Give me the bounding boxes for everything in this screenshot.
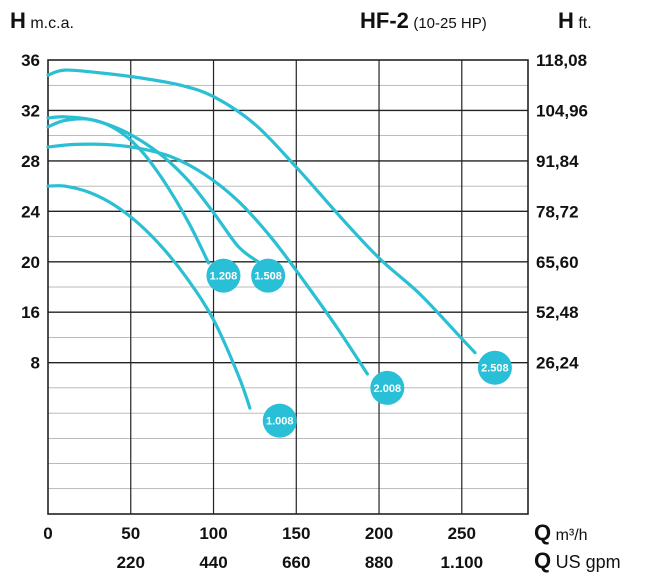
chart-title: HF-2 (10-25 HP) [360,8,487,34]
curve-label: 2.508 [481,363,509,375]
x2-tick-label: 660 [282,553,310,572]
x-axis-title-us: Q US gpm [534,548,621,574]
x-tick-label: 150 [282,524,310,543]
x-tick-label: 50 [121,524,140,543]
y2-tick-label: 26,24 [536,354,579,373]
y2-tick-label: 52,48 [536,303,579,322]
curve-badge [370,370,405,405]
right-axis-symbol: H [558,8,574,33]
x2-tick-label: 880 [365,553,393,572]
x-axis-unit-us: US gpm [555,552,621,572]
x-axis-symbol-us: Q [534,548,552,573]
chart-subtitle: (10-25 HP) [413,15,487,32]
grid [48,60,528,514]
y-axis-ticks: 36 32 28 24 20 16 8 [21,51,40,373]
curve-1.008 [46,184,252,410]
x2-tick-label: 220 [117,553,145,572]
x-tick-label: 200 [365,524,393,543]
y-tick-label: 20 [21,253,40,272]
y-tick-label: 32 [21,101,40,120]
y2-axis-ticks: 118,08 104,96 91,84 78,72 65,60 52,48 26,24 [536,51,588,373]
y2-tick-label: 91,84 [536,152,579,171]
left-axis-unit: m.c.a. [30,15,74,32]
curve-label: 2.008 [374,383,402,395]
y-tick-label: 8 [31,354,40,373]
plot-frame [47,59,529,515]
y2-tick-label: 65,60 [536,253,579,272]
x-axis-unit-metric: m³/h [555,527,588,544]
x-axis-title-metric: Q m³/h [534,520,588,546]
y2-tick-label: 104,96 [536,101,588,120]
y2-tick-label: 118,08 [536,51,587,70]
left-axis-symbol: H [10,8,26,33]
right-axis-unit: ft. [578,15,592,32]
curve-badge [477,350,512,385]
x-tick-label: 250 [448,524,476,543]
curve-label: 1.508 [254,271,282,283]
curve-badge [206,258,241,293]
curve-1.208 [46,117,211,265]
curves [46,68,477,410]
curve-badge [262,403,297,438]
left-axis-title: H m.c.a. [10,8,74,34]
x2-tick-label: 1.100 [441,553,484,572]
x-axis-ticks: 0 50 100 150 200 250 [43,524,476,543]
x-tick-label: 0 [43,524,52,543]
curve-2.508 [46,68,477,355]
plot-border [47,59,529,515]
x2-axis-ticks: 220 440 660 880 1.100 [117,553,483,572]
curve-label: 1.208 [210,271,238,283]
right-axis-title: H ft. [558,8,592,34]
x-axis-symbol-metric: Q [534,520,552,545]
y-tick-label: 36 [21,51,40,70]
y-tick-label: 24 [21,202,40,221]
chart-title-main: HF-2 [360,8,409,33]
x2-tick-label: 440 [199,553,227,572]
curve-1.508 [46,115,260,264]
x-tick-label: 100 [199,524,227,543]
curve-labels: 1.008 1.208 1.508 2.008 2.508 [206,258,512,438]
y2-tick-label: 78,72 [536,202,579,221]
curve-badge [251,258,286,293]
curve-label: 1.008 [266,416,294,428]
y-tick-label: 28 [21,152,40,171]
y-tick-label: 16 [21,303,40,322]
curve-2.008 [46,142,369,376]
